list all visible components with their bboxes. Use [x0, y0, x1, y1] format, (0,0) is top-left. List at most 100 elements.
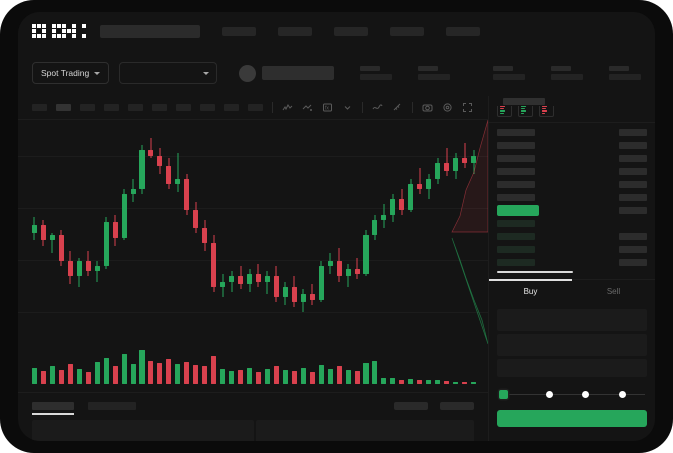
pair-name-placeholder	[262, 66, 335, 80]
candle	[202, 120, 208, 330]
stat-label	[360, 66, 381, 71]
stat-label	[609, 66, 629, 71]
slider-node-2[interactable]	[582, 391, 590, 398]
tab-sell[interactable]: Sell	[606, 287, 621, 296]
orderbook-bid-row[interactable]	[497, 257, 647, 267]
slider-node-3[interactable]	[618, 391, 626, 398]
stat-value	[493, 74, 525, 80]
volume-bar	[40, 371, 46, 384]
volume-bar	[211, 355, 217, 384]
tab-order-history[interactable]	[88, 402, 136, 410]
candle	[381, 120, 387, 330]
stat-value	[418, 74, 451, 80]
timeframe-chip-6[interactable]	[176, 104, 191, 111]
compare-icon[interactable]	[302, 102, 313, 113]
candle	[417, 120, 423, 330]
nav-item-4[interactable]	[446, 26, 480, 36]
volume-bar	[390, 378, 396, 384]
pair-select-dropdown[interactable]	[119, 62, 218, 84]
candle	[462, 120, 468, 330]
orderbook-bid-row[interactable]	[497, 218, 647, 228]
orderbook-ask-row[interactable]	[497, 179, 647, 189]
camera-icon[interactable]	[422, 102, 433, 113]
chevron-down-icon[interactable]	[342, 102, 353, 113]
candle	[220, 120, 226, 330]
orderbook-ask-row[interactable]	[497, 153, 647, 163]
volume-bar	[345, 369, 351, 384]
orders-action-0[interactable]	[394, 402, 428, 410]
gridline	[18, 208, 488, 209]
trading-mode-label: Spot Trading	[41, 68, 90, 78]
candle	[49, 120, 55, 330]
trading-mode-dropdown[interactable]: Spot Trading	[32, 62, 110, 84]
volume-bar	[94, 361, 100, 384]
price-chart[interactable]	[18, 120, 488, 392]
volume-bar	[238, 369, 244, 384]
orders-pane-right	[255, 420, 474, 441]
orderbook-ask-row[interactable]	[497, 127, 647, 137]
amount-slider[interactable]	[499, 389, 645, 401]
orderbook-ask-row[interactable]	[497, 166, 647, 176]
slider-node-0[interactable]	[499, 390, 508, 399]
submit-order-button[interactable]	[497, 410, 647, 427]
volume-bar	[417, 380, 423, 384]
gridline	[18, 156, 488, 157]
orderbook-rows	[489, 96, 655, 267]
stat-label	[493, 66, 513, 71]
chevron-down-icon	[203, 71, 210, 75]
timeframe-chip-4[interactable]	[128, 104, 143, 111]
template-icon[interactable]: fx	[322, 102, 333, 113]
fullscreen-icon[interactable]	[462, 102, 473, 113]
timeframe-chip-2[interactable]	[80, 104, 95, 111]
nav-item-3[interactable]	[390, 26, 424, 36]
volume-bar	[193, 365, 199, 384]
slider-node-1[interactable]	[545, 391, 553, 398]
indicators-icon[interactable]	[282, 102, 293, 113]
orderbook-scrollbar[interactable]	[497, 271, 573, 273]
volume-bar	[381, 378, 387, 384]
orderbook-bid-row[interactable]	[497, 231, 647, 241]
timeframe-chip-7[interactable]	[200, 104, 215, 111]
order-amount-field[interactable]	[497, 334, 647, 356]
search-input[interactable]	[100, 24, 200, 38]
orderbook-bid-row[interactable]	[497, 244, 647, 254]
volume-bar	[49, 366, 55, 384]
stat-value	[609, 74, 641, 80]
order-price-field[interactable]	[497, 309, 647, 331]
orders-content	[18, 410, 488, 441]
nav-item-1[interactable]	[278, 26, 312, 36]
line-chart-icon[interactable]	[372, 102, 383, 113]
orderbook-ask-row[interactable]	[497, 140, 647, 150]
volume-bar	[453, 381, 459, 384]
candle	[67, 120, 73, 330]
volume-bar	[175, 364, 181, 384]
timeframe-chip-3[interactable]	[104, 104, 119, 111]
timeframe-chip-8[interactable]	[224, 104, 239, 111]
timeframe-chip-5[interactable]	[152, 104, 167, 111]
orders-actions	[394, 402, 474, 410]
orders-action-1[interactable]	[440, 402, 474, 410]
candle	[130, 120, 136, 330]
volume-bar	[399, 379, 405, 384]
ruler-icon[interactable]	[392, 102, 403, 113]
candle	[193, 120, 199, 330]
orderbook-highlight-row[interactable]	[497, 204, 647, 216]
orderbook-ask-row[interactable]	[497, 192, 647, 202]
timeframe-chip-9[interactable]	[248, 104, 263, 111]
volume-bar	[309, 372, 315, 384]
tab-open-orders[interactable]	[32, 402, 74, 415]
timeframe-chip-0[interactable]	[32, 104, 47, 111]
timeframe-chip-1[interactable]	[56, 104, 71, 111]
settings-icon[interactable]	[442, 102, 453, 113]
nav-item-0[interactable]	[222, 26, 256, 36]
nav-item-2[interactable]	[334, 26, 368, 36]
order-total-field[interactable]	[497, 359, 647, 377]
col-header-price	[503, 97, 545, 105]
okx-logo[interactable]	[32, 24, 86, 38]
candle	[435, 120, 441, 330]
candle	[291, 120, 297, 330]
candle	[309, 120, 315, 330]
orderbook-column-headers	[489, 96, 655, 106]
tab-buy[interactable]: Buy	[489, 279, 572, 303]
